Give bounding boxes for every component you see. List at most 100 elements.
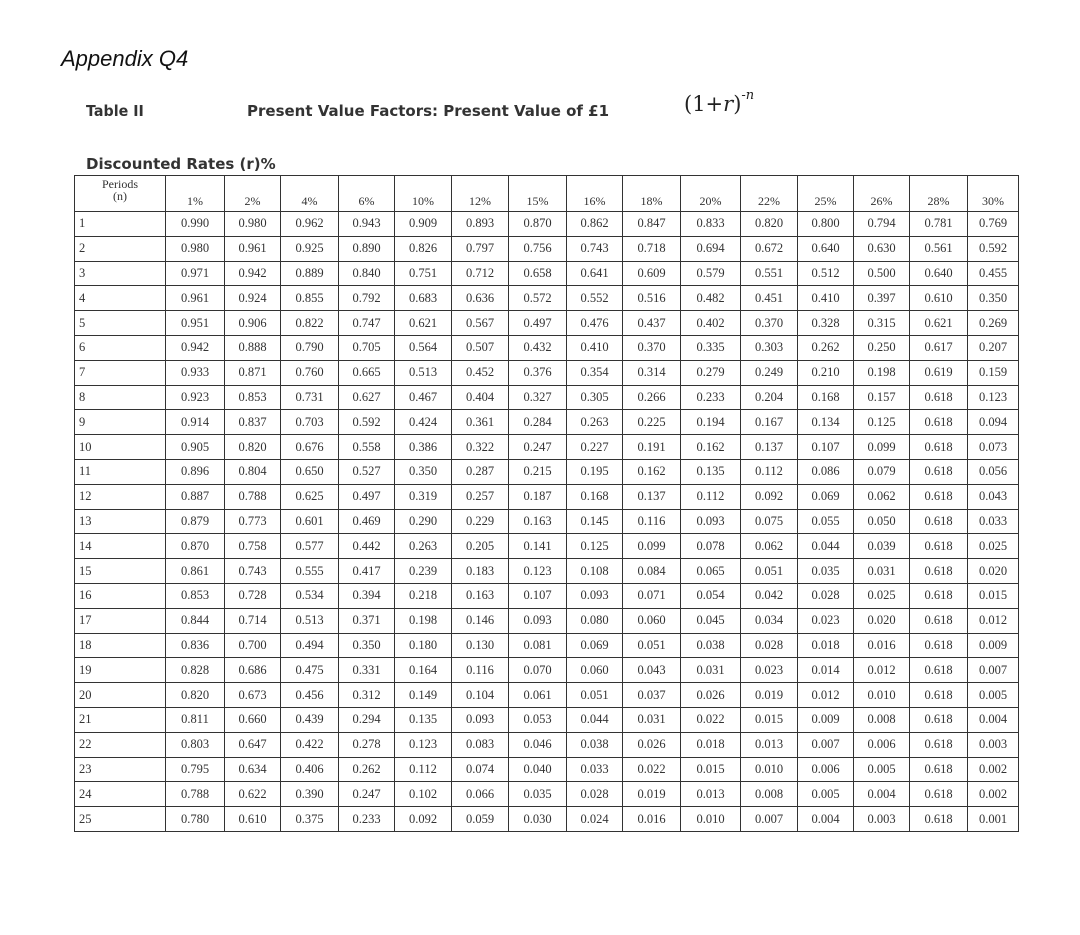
factor-cell: 0.062 [740,533,798,560]
factor-cell: 0.157 [853,384,910,411]
factor-cell: 0.618 [909,458,968,485]
factor-cell: 0.561 [909,235,968,262]
factor-cell: 0.923 [165,384,225,411]
table-row: 25 0.780 0.610 0.375 0.233 0.092 0.059 0.030 0.0… [74,806,1019,832]
factor-cell: 0.618 [909,533,968,560]
factor-cell: 0.820 [224,434,281,460]
factor-cell: 0.044 [797,533,854,560]
factor-cell: 0.893 [451,211,509,237]
factor-cell: 0.751 [394,260,452,287]
table-row: 4 0.961 0.924 0.855 0.792 0.683 0.636 0.572 0.55… [74,285,1019,312]
table-row: 12 0.887 0.788 0.625 0.497 0.319 0.257 0.187 0.1… [74,483,1019,510]
factor-cell: 0.023 [797,607,854,634]
factor-cell: 0.636 [451,285,509,312]
factor-cell: 0.071 [622,582,681,609]
table-row: 21 0.811 0.660 0.439 0.294 0.135 0.093 0.053 0.0… [74,706,1019,733]
factor-cell: 0.424 [394,409,452,436]
factor-cell: 0.233 [338,806,395,832]
factor-cell: 0.279 [680,359,741,386]
factor-cell: 0.747 [338,310,395,336]
factor-cell: 0.672 [740,235,798,262]
factor-cell: 0.640 [797,235,854,262]
factor-cell: 0.781 [909,211,968,237]
factor-cell: 0.804 [224,458,281,485]
rate-header: 18% [622,175,681,212]
factor-cell: 0.055 [797,508,854,535]
factor-cell: 0.625 [280,483,339,510]
factor-cell: 0.500 [853,260,910,287]
factor-cell: 0.081 [508,632,567,659]
factor-cell: 0.005 [853,756,910,783]
factor-cell: 0.630 [853,235,910,262]
factor-cell: 0.555 [280,558,339,584]
factor-cell: 0.083 [451,731,509,758]
factor-cell: 0.618 [909,582,968,609]
factor-cell: 0.094 [967,409,1019,436]
factor-cell: 0.888 [224,334,281,361]
factor-cell: 0.870 [165,533,225,560]
factor-cell: 0.020 [967,558,1019,584]
factor-cell: 0.257 [451,483,509,510]
factor-cell: 0.020 [853,607,910,634]
period-cell: 10 [74,434,166,460]
period-cell: 5 [74,310,166,336]
factor-cell: 0.112 [680,483,741,510]
factor-cell: 0.780 [165,806,225,832]
period-cell: 11 [74,458,166,485]
factor-cell: 0.123 [967,384,1019,411]
factor-cell: 0.951 [165,310,225,336]
factor-cell: 0.008 [853,706,910,733]
factor-cell: 0.650 [280,458,339,485]
factor-cell: 0.078 [680,533,741,560]
factor-cell: 0.084 [622,558,681,584]
factor-cell: 0.093 [680,508,741,535]
factor-cell: 0.410 [797,285,854,312]
factor-cell: 0.066 [451,781,509,808]
factor-cell: 0.065 [680,558,741,584]
factor-cell: 0.572 [508,285,567,312]
factor-cell: 0.513 [280,607,339,634]
factor-cell: 0.833 [680,211,741,237]
factor-cell: 0.042 [740,582,798,609]
table-row: 15 0.861 0.743 0.555 0.417 0.239 0.183 0.123 0.1… [74,558,1019,584]
factor-cell: 0.250 [853,334,910,361]
factor-cell: 0.743 [566,235,623,262]
rates-caption: Discounted Rates (r)% [86,155,276,173]
factor-cell: 0.164 [394,657,452,684]
factor-cell: 0.694 [680,235,741,262]
factor-cell: 0.022 [680,706,741,733]
factor-cell: 0.039 [853,533,910,560]
factor-cell: 0.278 [338,731,395,758]
factor-cell: 0.210 [797,359,854,386]
factor-cell: 0.527 [338,458,395,485]
factor-cell: 0.060 [622,607,681,634]
rate-header: 20% [680,175,741,212]
factor-cell: 0.361 [451,409,509,436]
factor-cell: 0.350 [967,285,1019,312]
factor-cell: 0.043 [967,483,1019,510]
factor-cell: 0.004 [797,806,854,832]
factor-cell: 0.512 [797,260,854,287]
factor-cell: 0.820 [740,211,798,237]
factor-cell: 0.162 [622,458,681,485]
factor-cell: 0.003 [853,806,910,832]
factor-cell: 0.051 [740,558,798,584]
factor-cell: 0.092 [740,483,798,510]
formula: (1+r)-n [684,88,754,116]
factor-cell: 0.354 [566,359,623,386]
factor-cell: 0.019 [622,781,681,808]
factor-cell: 0.673 [224,682,281,708]
table-row: 24 0.788 0.622 0.390 0.247 0.102 0.066 0.035 0.0… [74,781,1019,808]
factor-cell: 0.135 [680,458,741,485]
factor-cell: 0.909 [394,211,452,237]
factor-cell: 0.700 [224,632,281,659]
factor-cell: 0.112 [740,458,798,485]
factor-cell: 0.002 [967,756,1019,783]
factor-cell: 0.683 [394,285,452,312]
factor-cell: 0.012 [967,607,1019,634]
factor-cell: 0.828 [165,657,225,684]
rate-header: 16% [566,175,623,212]
factor-cell: 0.971 [165,260,225,287]
factor-cell: 0.792 [338,285,395,312]
factor-cell: 0.743 [224,558,281,584]
